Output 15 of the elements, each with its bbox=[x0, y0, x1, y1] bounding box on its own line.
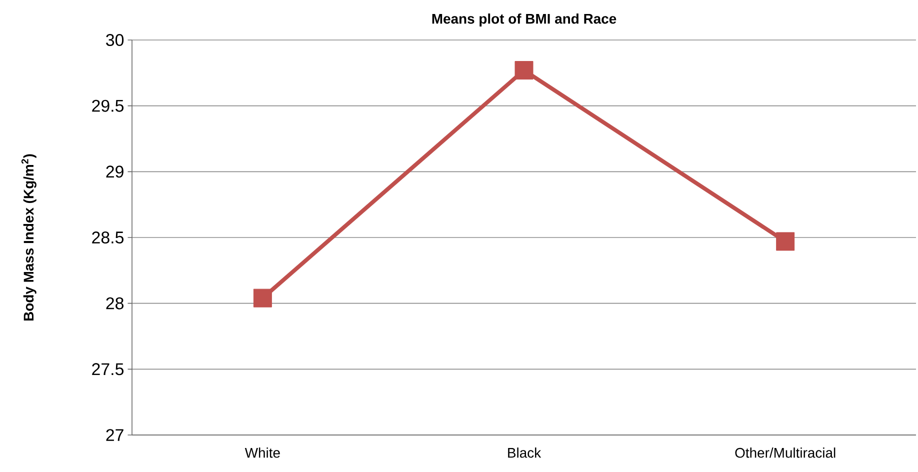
point bbox=[776, 232, 795, 251]
y-tick-label: 28.5 bbox=[92, 232, 124, 244]
x-tick-label: Black bbox=[508, 448, 542, 458]
chart-title: Means plot of BMI and Race bbox=[432, 13, 616, 26]
y-tick-label: 27 bbox=[106, 429, 124, 441]
point bbox=[514, 61, 534, 80]
y-tick-label: 30 bbox=[106, 34, 124, 46]
x-tick-label: Other/Multiracial bbox=[735, 448, 836, 458]
x-tick-label: White bbox=[244, 448, 280, 458]
y-tick-label: 29.5 bbox=[92, 100, 124, 112]
y-tick-label: 29 bbox=[106, 166, 124, 178]
y-tick-label: 27.5 bbox=[92, 363, 124, 376]
y-axis-title: Body Mass Index (Kg/m$^{2}$) bbox=[21, 154, 36, 321]
y-tick-label: 28 bbox=[106, 297, 124, 310]
point bbox=[253, 288, 272, 308]
